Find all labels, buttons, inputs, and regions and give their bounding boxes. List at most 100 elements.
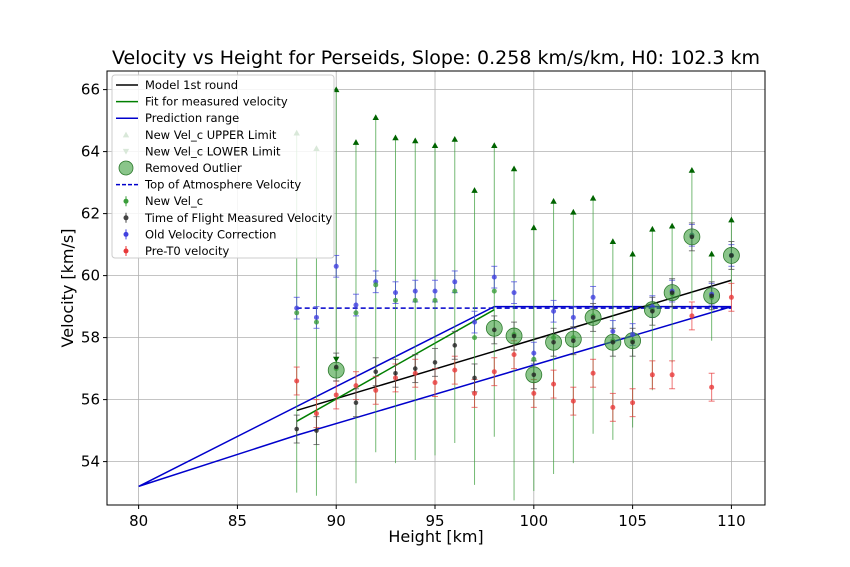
new-vel-point — [373, 282, 379, 288]
x-tick-label: 85 — [228, 512, 247, 530]
tof-point — [432, 360, 438, 365]
pre-t0-point — [551, 381, 557, 387]
pre-t0-point — [531, 390, 537, 396]
pre-t0-point — [392, 375, 398, 381]
pre-t0-point — [728, 294, 734, 300]
old-vel-point — [590, 294, 596, 300]
tof-point — [630, 339, 635, 345]
tof-point — [353, 400, 359, 406]
tof-point — [491, 327, 497, 333]
old-vel-point — [313, 314, 319, 320]
legend-label-pre: Pre-T0 velocity — [145, 244, 230, 258]
x-tick-label: 105 — [618, 512, 647, 530]
lower-limit-marker — [333, 356, 340, 363]
pre-t0-point — [373, 387, 379, 393]
upper-limit-marker — [728, 216, 735, 223]
tof-point — [729, 253, 734, 258]
old-vel-point — [353, 302, 359, 308]
pre-t0-point — [353, 383, 359, 389]
upper-limit-marker — [629, 250, 636, 257]
y-tick-label: 62 — [81, 205, 100, 223]
old-vel-point — [432, 288, 438, 294]
chart-title: Velocity vs Height for Perseids, Slope: … — [112, 47, 760, 69]
upper-limit-marker — [352, 139, 360, 145]
pre-t0-point — [590, 370, 596, 376]
upper-limit-marker — [333, 86, 340, 93]
legend-label-fit: Fit for measured velocity — [145, 95, 288, 109]
legend-label-newvel: New Vel_c — [145, 194, 203, 208]
old-vel-point — [333, 263, 339, 269]
old-vel-point — [491, 274, 497, 280]
upper-limit-marker — [530, 224, 538, 231]
pre-t0-point — [412, 370, 418, 376]
old-vel-point — [511, 290, 517, 296]
plot-frame — [106, 70, 766, 506]
x-tick-label: 100 — [519, 512, 548, 530]
legend-swatch-oldvel — [123, 231, 129, 237]
y-tick-label: 58 — [81, 329, 100, 347]
new-vel-point — [531, 356, 537, 362]
tof-point — [571, 338, 576, 344]
y-tick-label: 60 — [81, 267, 100, 285]
legend-label-lower: New Vel_c LOWER Limit — [145, 144, 281, 158]
tof-point — [472, 375, 477, 381]
pre-t0-point — [294, 378, 300, 384]
tof-point — [709, 293, 714, 299]
upper-limit-marker — [589, 194, 597, 201]
tof-point — [373, 369, 379, 375]
pre-t0-point — [313, 411, 319, 417]
x-tick-label: 110 — [717, 512, 746, 530]
tof-point — [393, 370, 398, 376]
upper-limit-marker — [570, 208, 577, 215]
new-vel-point — [472, 335, 478, 341]
upper-limit-marker — [471, 187, 478, 193]
y-tick-label: 64 — [81, 143, 100, 161]
upper-limit-marker — [668, 222, 676, 229]
new-vel-point — [551, 335, 557, 341]
new-vel-point — [412, 297, 418, 303]
legend-label-outlier: Removed Outlier — [145, 161, 242, 175]
upper-limit-marker — [491, 142, 498, 148]
new-vel-point — [294, 310, 300, 316]
pre-t0-point — [610, 404, 616, 410]
pre-t0-point — [649, 372, 655, 378]
pre-t0-point — [333, 392, 339, 398]
x-tick-label: 90 — [327, 512, 346, 530]
new-vel-point — [491, 288, 497, 294]
y-axis-label: Velocity [km/s] — [58, 229, 77, 348]
old-vel-point — [630, 332, 636, 337]
old-vel-point — [412, 288, 418, 294]
new-vel-point — [392, 297, 398, 303]
old-vel-point — [551, 308, 557, 314]
legend-label-model: Model 1st round — [145, 78, 238, 92]
upper-limit-marker — [708, 250, 715, 257]
legend-label-tof: Time of Flight Measured Velocity — [144, 211, 332, 225]
tof-point — [333, 364, 339, 370]
tof-point — [689, 234, 695, 240]
data-markers — [122, 86, 740, 433]
tof-point — [531, 372, 537, 378]
legend-label-upper: New Vel_c UPPER Limit — [145, 128, 277, 142]
old-vel-point — [472, 319, 478, 325]
tof-point — [669, 290, 675, 295]
legend-swatch-newvel — [123, 198, 129, 204]
legend-swatch-tof — [123, 215, 129, 221]
old-vel-point — [452, 279, 458, 285]
upper-limit-marker — [412, 137, 419, 144]
pre-t0-point — [472, 390, 478, 396]
tof-point — [551, 339, 556, 345]
new-vel-point — [432, 297, 438, 303]
tof-point — [412, 366, 418, 371]
upper-limit-marker — [609, 238, 617, 245]
y-tick-label: 56 — [81, 391, 100, 409]
pre-t0-point — [491, 369, 497, 375]
legend-swatch-outlier — [118, 160, 134, 176]
legend: Model 1st round Fit for measured velocity… — [111, 74, 335, 259]
tof-point — [650, 308, 655, 314]
pre-t0-point — [709, 384, 715, 390]
old-vel-point — [392, 290, 398, 296]
x-tick-label: 95 — [425, 512, 444, 530]
upper-limit-marker — [451, 136, 458, 142]
tof-point — [452, 343, 458, 348]
